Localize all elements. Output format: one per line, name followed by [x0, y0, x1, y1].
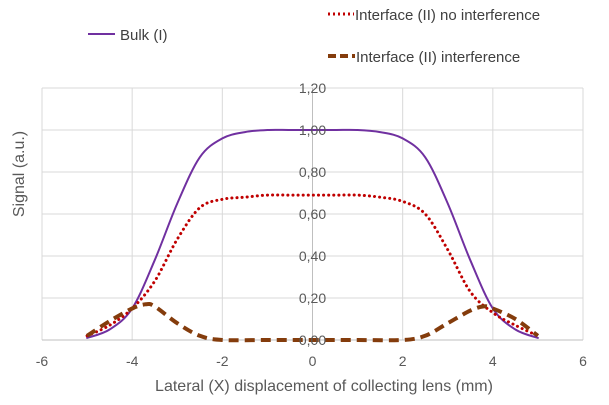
y-axis-title: Signal (a.u.) — [11, 131, 28, 217]
legend-label-no-interference: Interface (II) no interference — [355, 7, 540, 24]
x-tick-label: 2 — [399, 353, 407, 369]
tick-labels: -6 -4 -2 0 2 4 6 0,00 0,20 0,40 0,60 0,80 1,00 1,20 — [36, 80, 587, 369]
y-tick-label: 0,80 — [299, 164, 326, 180]
y-tick-label: 0,60 — [299, 206, 326, 222]
x-tick-label: 0 — [309, 353, 317, 369]
y-tick-label: 0,40 — [299, 248, 326, 264]
y-tick-label: 0,20 — [299, 290, 326, 306]
series-line-1 — [86, 128, 539, 339]
series-lines — [85, 128, 540, 343]
y-tick-label: 1,20 — [299, 80, 326, 96]
legend-label-bulk: Bulk (I) — [120, 27, 168, 44]
x-tick-label: -4 — [126, 353, 139, 369]
y-tick-label: 0,00 — [299, 332, 326, 348]
x-tick-label: -2 — [216, 353, 229, 369]
y-tick-label: 1,00 — [299, 122, 326, 138]
x-tick-label: -6 — [36, 353, 49, 369]
x-tick-label: 6 — [579, 353, 587, 369]
x-tick-label: 4 — [489, 353, 497, 369]
legend-label-interference: Interface (II) interference — [356, 49, 520, 66]
series-line-3 — [85, 301, 540, 343]
x-axis-title: Lateral (X) displacement of collecting l… — [155, 378, 493, 395]
series-line-2 — [85, 193, 540, 338]
legend: Bulk (I) Interface (II) no interference … — [88, 7, 540, 66]
